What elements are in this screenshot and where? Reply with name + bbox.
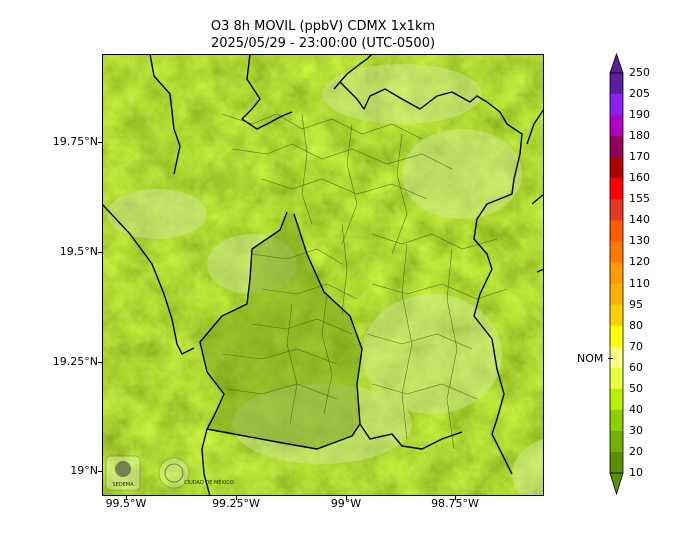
colorbar-label: 140 [629, 213, 650, 227]
colorbar-segment [610, 325, 623, 347]
light-regions [107, 64, 544, 496]
colorbar-segment [610, 94, 623, 116]
municipal-boundaries [221, 113, 508, 450]
colorbar-segment [610, 367, 623, 390]
y-tick-mark [98, 471, 102, 472]
colorbar-segment [610, 388, 623, 411]
colorbar-segment [610, 409, 623, 432]
colorbar-segment [610, 430, 623, 453]
nom-label: NOM [577, 352, 604, 365]
colorbar-segment [610, 178, 623, 200]
colorbar-extend-min [609, 472, 624, 496]
x-tick-label: 99.25°W [212, 497, 260, 510]
map-frame [102, 54, 544, 496]
x-tick-label: 98.75°W [431, 497, 479, 510]
y-tick-label: 19.5°N [59, 245, 98, 258]
colorbar-segment [610, 304, 623, 326]
svg-text:SEDEMA: SEDEMA [112, 482, 134, 488]
x-tick-mark [126, 496, 127, 500]
colorbar-label: 160 [629, 171, 650, 185]
colorbar-segment [610, 220, 623, 242]
colorbar-label: 20 [629, 444, 643, 458]
colorbar-extend-max [609, 52, 624, 74]
colorbar-label: 40 [629, 402, 643, 416]
colorbar-label: 130 [629, 234, 650, 248]
svg-text:CIUDAD DE MÉXICO: CIUDAD DE MÉXICO [184, 478, 234, 486]
colorbar-segment [610, 136, 623, 158]
colorbar-label: 190 [629, 108, 650, 122]
colorbar-label: 60 [629, 360, 643, 374]
colorbar-label: 95 [629, 297, 643, 311]
colorbar-label: 170 [629, 150, 650, 164]
colorbar-label: 180 [629, 129, 650, 143]
cdmx-region [200, 212, 362, 449]
state-boundaries [102, 54, 544, 496]
x-tick-label: 99°W [330, 497, 362, 510]
nom-tick-mark [608, 358, 613, 359]
colorbar-segment [610, 241, 623, 263]
colorbar-label: 10 [629, 466, 643, 479]
x-tick-mark [346, 496, 347, 500]
colorbar-label: 155 [629, 192, 650, 206]
colorbar-segment [610, 262, 623, 284]
colorbar-segment [610, 115, 623, 137]
y-tick-mark [98, 362, 102, 363]
colorbar-label: 80 [629, 318, 643, 332]
colorbar-label: 50 [629, 381, 643, 395]
colorbar-segment [610, 157, 623, 179]
logo-ciudad-de-mexico: CIUDAD DE MÉXICO [158, 457, 234, 489]
colorbar-segment [610, 199, 623, 221]
y-tick-label: 19°N [70, 464, 98, 477]
colorbar-segment [610, 73, 623, 95]
colorbar-label: 250 [629, 66, 650, 79]
colorbar-segment [610, 283, 623, 305]
title-line2: 2025/05/29 - 23:00:00 (UTC-0500) [210, 36, 436, 51]
colorbar-label: 205 [629, 87, 650, 101]
map: SEDEMA CIUDAD DE MÉXICO [102, 54, 544, 496]
terrain-grain [102, 54, 544, 496]
colorbar-label: 30 [629, 423, 643, 437]
colorbar-label: 120 [629, 255, 650, 269]
logo-sedema: SEDEMA [105, 455, 141, 491]
y-tick-label: 19.75°N [52, 135, 98, 148]
x-tick-mark [236, 496, 237, 500]
title-line1: O3 8h MOVIL (ppbV) CDMX 1x1km [210, 19, 436, 34]
y-tick-mark [98, 252, 102, 253]
colorbar-frame [609, 72, 624, 474]
colorbar-segment [610, 346, 623, 369]
colorbar-label: 110 [629, 276, 650, 290]
y-tick-label: 19.25°N [52, 355, 98, 368]
y-tick-mark [98, 142, 102, 143]
x-tick-label: 99.5°W [105, 497, 147, 510]
x-tick-mark [455, 496, 456, 500]
colorbar [609, 52, 624, 496]
colorbar-label: 70 [629, 339, 643, 353]
colorbar-segment [610, 451, 623, 474]
